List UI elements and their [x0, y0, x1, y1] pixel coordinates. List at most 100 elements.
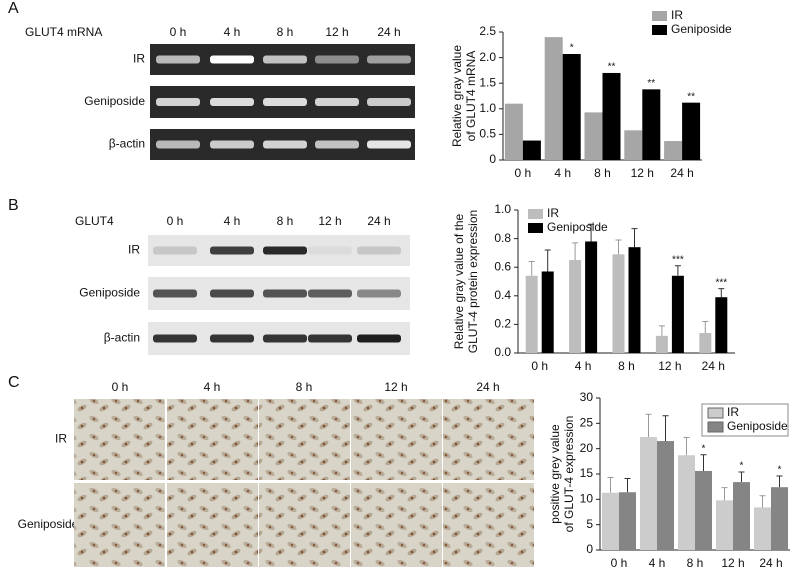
- y-axis-label: positive grey value: [548, 424, 562, 524]
- band: [156, 55, 200, 64]
- error-bar: [700, 454, 707, 471]
- error-bar: [776, 475, 783, 488]
- row-label: β-actin: [104, 331, 140, 345]
- x-tick-label: 8 h: [687, 556, 704, 570]
- error-bar: [718, 288, 725, 298]
- band: [367, 98, 411, 106]
- x-tick-label: 8 h: [594, 166, 611, 180]
- bar: [640, 437, 657, 550]
- legend-swatch: [528, 209, 543, 219]
- x-tick-label: 24 h: [670, 166, 693, 180]
- legend-swatch: [707, 407, 724, 419]
- bar: [541, 271, 554, 353]
- band: [263, 98, 307, 106]
- bar: [602, 72, 621, 160]
- bar: [504, 103, 523, 160]
- row-label: Geniposide: [79, 286, 140, 300]
- bar: [544, 37, 563, 161]
- bar: [682, 102, 701, 160]
- y-tick-label: 15: [580, 466, 594, 480]
- x-tick-label: 0 h: [611, 556, 628, 570]
- bar: [642, 89, 661, 160]
- significance-label: **: [647, 78, 655, 89]
- band: [263, 289, 307, 298]
- band: [308, 289, 352, 298]
- significance-label: *: [570, 43, 574, 54]
- error-bar: [702, 321, 709, 333]
- x-tick-label: 24 h: [702, 359, 725, 373]
- band: [153, 334, 197, 343]
- row-label: IR: [55, 432, 67, 446]
- y-tick-label: 30: [580, 390, 594, 404]
- micrograph: [351, 399, 442, 480]
- bar: [771, 487, 788, 550]
- bar: [628, 247, 641, 353]
- bar: [569, 260, 582, 353]
- bar: [522, 140, 541, 160]
- bar: [525, 275, 538, 353]
- bar: [678, 455, 695, 550]
- error-bar: [738, 471, 745, 483]
- band: [156, 98, 200, 106]
- panel-label: B: [8, 197, 19, 214]
- micrograph: [167, 399, 258, 480]
- y-tick-label: 0.8: [494, 231, 511, 245]
- column-label: 4 h: [224, 25, 241, 39]
- error-bar: [721, 487, 728, 501]
- band: [263, 55, 307, 64]
- band: [210, 98, 254, 106]
- column-label: 12 h: [318, 214, 341, 228]
- band: [367, 140, 411, 149]
- error-bar: [544, 249, 551, 272]
- y-axis-label: of GLUT4 mRNA: [464, 51, 478, 142]
- y-tick-label: 0.2: [494, 317, 511, 331]
- band: [263, 246, 307, 255]
- y-tick-label: 1.5: [479, 75, 496, 89]
- bar: [612, 254, 625, 353]
- row-label: Geniposide: [84, 94, 145, 108]
- x-tick-label: 12 h: [721, 556, 744, 570]
- y-tick-label: 1.0: [494, 202, 511, 216]
- band: [210, 246, 254, 255]
- y-tick-label: 20: [580, 441, 594, 455]
- column-label: 4 h: [204, 380, 221, 394]
- legend-label: Geniposide: [547, 220, 608, 234]
- x-tick-label: 0 h: [515, 166, 532, 180]
- error-bar: [658, 325, 665, 336]
- bar: [655, 335, 668, 353]
- y-tick-label: 25: [580, 416, 594, 430]
- error-bar: [528, 260, 535, 276]
- bar: [562, 54, 581, 160]
- bar: [602, 492, 619, 550]
- band: [210, 334, 254, 343]
- panel-label: C: [8, 374, 20, 391]
- band: [263, 334, 307, 343]
- legend-label: Geniposide: [671, 22, 732, 36]
- bar: [733, 482, 750, 550]
- error-bar: [645, 413, 652, 438]
- row-label: IR: [128, 243, 140, 257]
- legend-label: IR: [727, 405, 739, 419]
- column-label: 24 h: [476, 380, 499, 394]
- bar: [695, 470, 712, 550]
- error-bar: [588, 223, 595, 242]
- error-bar: [759, 495, 766, 508]
- error-bar: [662, 415, 669, 442]
- y-tick-label: 2.0: [479, 50, 496, 64]
- error-bar: [572, 242, 579, 261]
- blot-title: GLUT4: [75, 214, 114, 228]
- bar: [754, 507, 771, 550]
- band: [357, 246, 401, 255]
- column-label: 0 h: [167, 214, 184, 228]
- band: [315, 140, 359, 149]
- error-bar: [674, 265, 681, 276]
- significance-label: ***: [672, 254, 684, 265]
- panel-label: A: [8, 0, 19, 17]
- bar: [699, 332, 712, 353]
- significance-label: *: [740, 461, 744, 472]
- column-label: 0 h: [170, 25, 187, 39]
- y-tick-label: 0: [586, 542, 593, 556]
- row-label: IR: [133, 52, 145, 66]
- y-axis-label: of GLUT-4 expression: [562, 416, 576, 533]
